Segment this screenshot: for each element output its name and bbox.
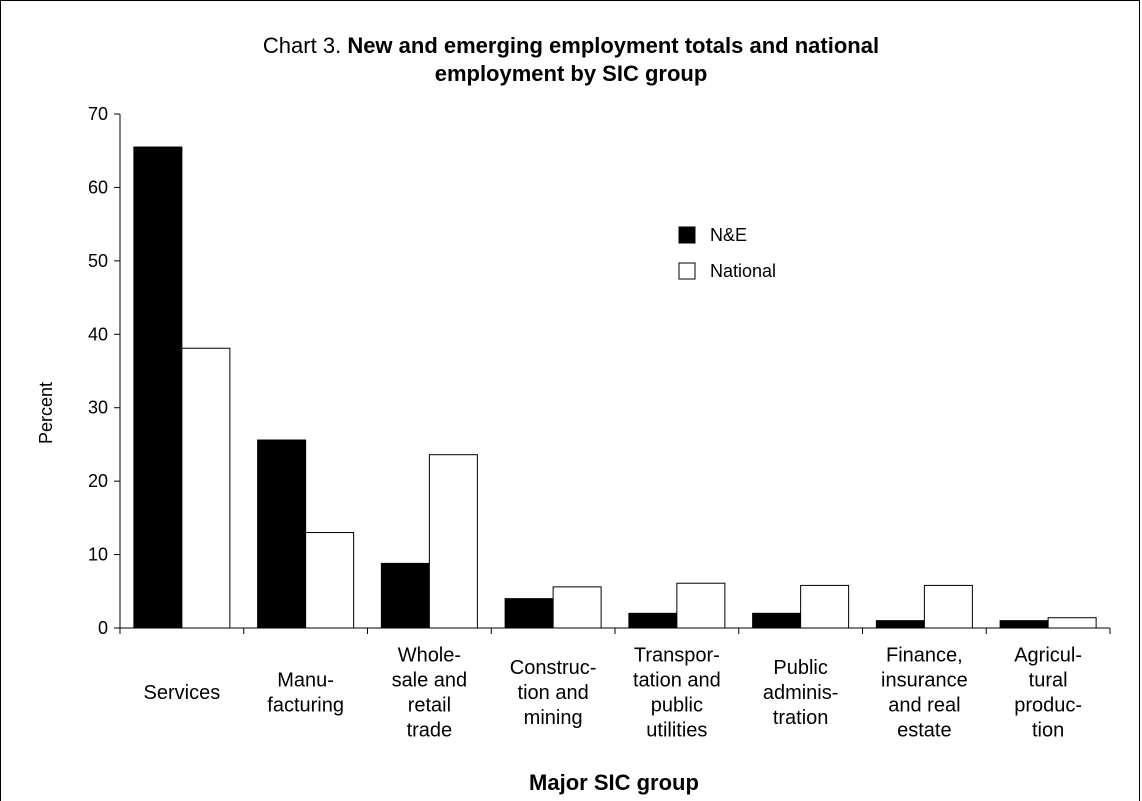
bar-ne [628, 612, 678, 629]
category-label: Finance, insurance and real estate [881, 645, 968, 742]
category-label: Transpor-tation and public utilities [633, 645, 721, 742]
y-tick-label: 0 [98, 618, 108, 638]
category-label-line: Services [144, 682, 221, 704]
bar-national [676, 582, 726, 629]
category-label-line: retail [408, 695, 451, 717]
bar-ne [875, 620, 925, 629]
category-label-line: Agricul- [1014, 645, 1082, 667]
y-tick-label: 60 [88, 177, 108, 197]
y-tick-label: 40 [88, 324, 108, 344]
category-label-line: adminis- [763, 682, 839, 704]
y-tick-label: 70 [88, 104, 108, 124]
category-label-line: Construc- [510, 657, 597, 679]
category-label: Agricul-tural produc-tion [1014, 645, 1082, 742]
category-labels: Services Manu-facturing Whole-sale and reta… [144, 645, 1083, 742]
bar-national [181, 347, 231, 629]
y-tick-label: 30 [88, 398, 108, 418]
legend-swatch [678, 226, 696, 244]
bars [133, 146, 1097, 629]
category-label-line: insurance [881, 670, 968, 692]
y-tick-label: 10 [88, 545, 108, 565]
legend-label: N&E [710, 225, 747, 245]
category-label-line: mining [524, 707, 583, 729]
category-label-line: tion [1032, 720, 1064, 742]
bar-ne [257, 439, 307, 629]
category-label-line: Whole- [398, 645, 461, 667]
chart-title-prefix: Chart 3. [262, 33, 342, 58]
category-label-line: utilities [646, 720, 707, 742]
category-label: Construc-tion and mining [510, 657, 597, 729]
legend-label: National [710, 261, 776, 281]
bar-national [923, 584, 973, 629]
bar-national [428, 454, 478, 629]
category-label-line: tural [1029, 670, 1068, 692]
category-label: Services [144, 682, 221, 704]
category-label-line: estate [897, 720, 951, 742]
category-label-line: Manu- [277, 670, 334, 692]
category-label-line: trade [407, 720, 453, 742]
category-label: Public adminis-tration [763, 657, 839, 729]
category-label-line: Transpor- [634, 645, 720, 667]
category-label-line: public [651, 695, 703, 717]
x-axis-title: Major SIC group [529, 770, 699, 795]
chart-title: Chart 3. New and emerging employment tot… [0, 32, 1142, 88]
category-label-line: produc- [1014, 695, 1082, 717]
category-label-line: sale and [392, 670, 468, 692]
category-label-line: tration [773, 707, 829, 729]
category-label: Whole-sale and retail trade [392, 645, 468, 742]
y-tick-label: 50 [88, 251, 108, 271]
bar-ne [999, 620, 1049, 629]
bar-ne [133, 146, 183, 629]
legend: N&E National [678, 225, 776, 281]
category-label-line: facturing [267, 695, 344, 717]
chart-title-line1: New and emerging employment totals and n… [347, 33, 880, 58]
bar-ne [380, 562, 430, 629]
bar-national [305, 532, 355, 629]
bar-national [552, 586, 602, 629]
y-tick-label: 20 [88, 471, 108, 491]
category-label-line: tion and [518, 682, 589, 704]
bar-ne [752, 612, 802, 629]
chart-title-line2: employment by SIC group [434, 61, 708, 86]
legend-swatch [678, 262, 696, 280]
bar-ne [504, 598, 554, 629]
bar-national [800, 584, 850, 629]
category-label-line: and real [888, 695, 960, 717]
y-axis-title: Percent [36, 382, 56, 444]
category-label-line: Public [773, 657, 827, 679]
category-label-line: Finance, [886, 645, 963, 667]
category-label: Manu-facturing [267, 670, 344, 717]
axes: 0 10 20 30 40 50 60 70 [88, 104, 1111, 638]
bar-national [1047, 617, 1097, 629]
category-label-line: tation and [633, 670, 721, 692]
